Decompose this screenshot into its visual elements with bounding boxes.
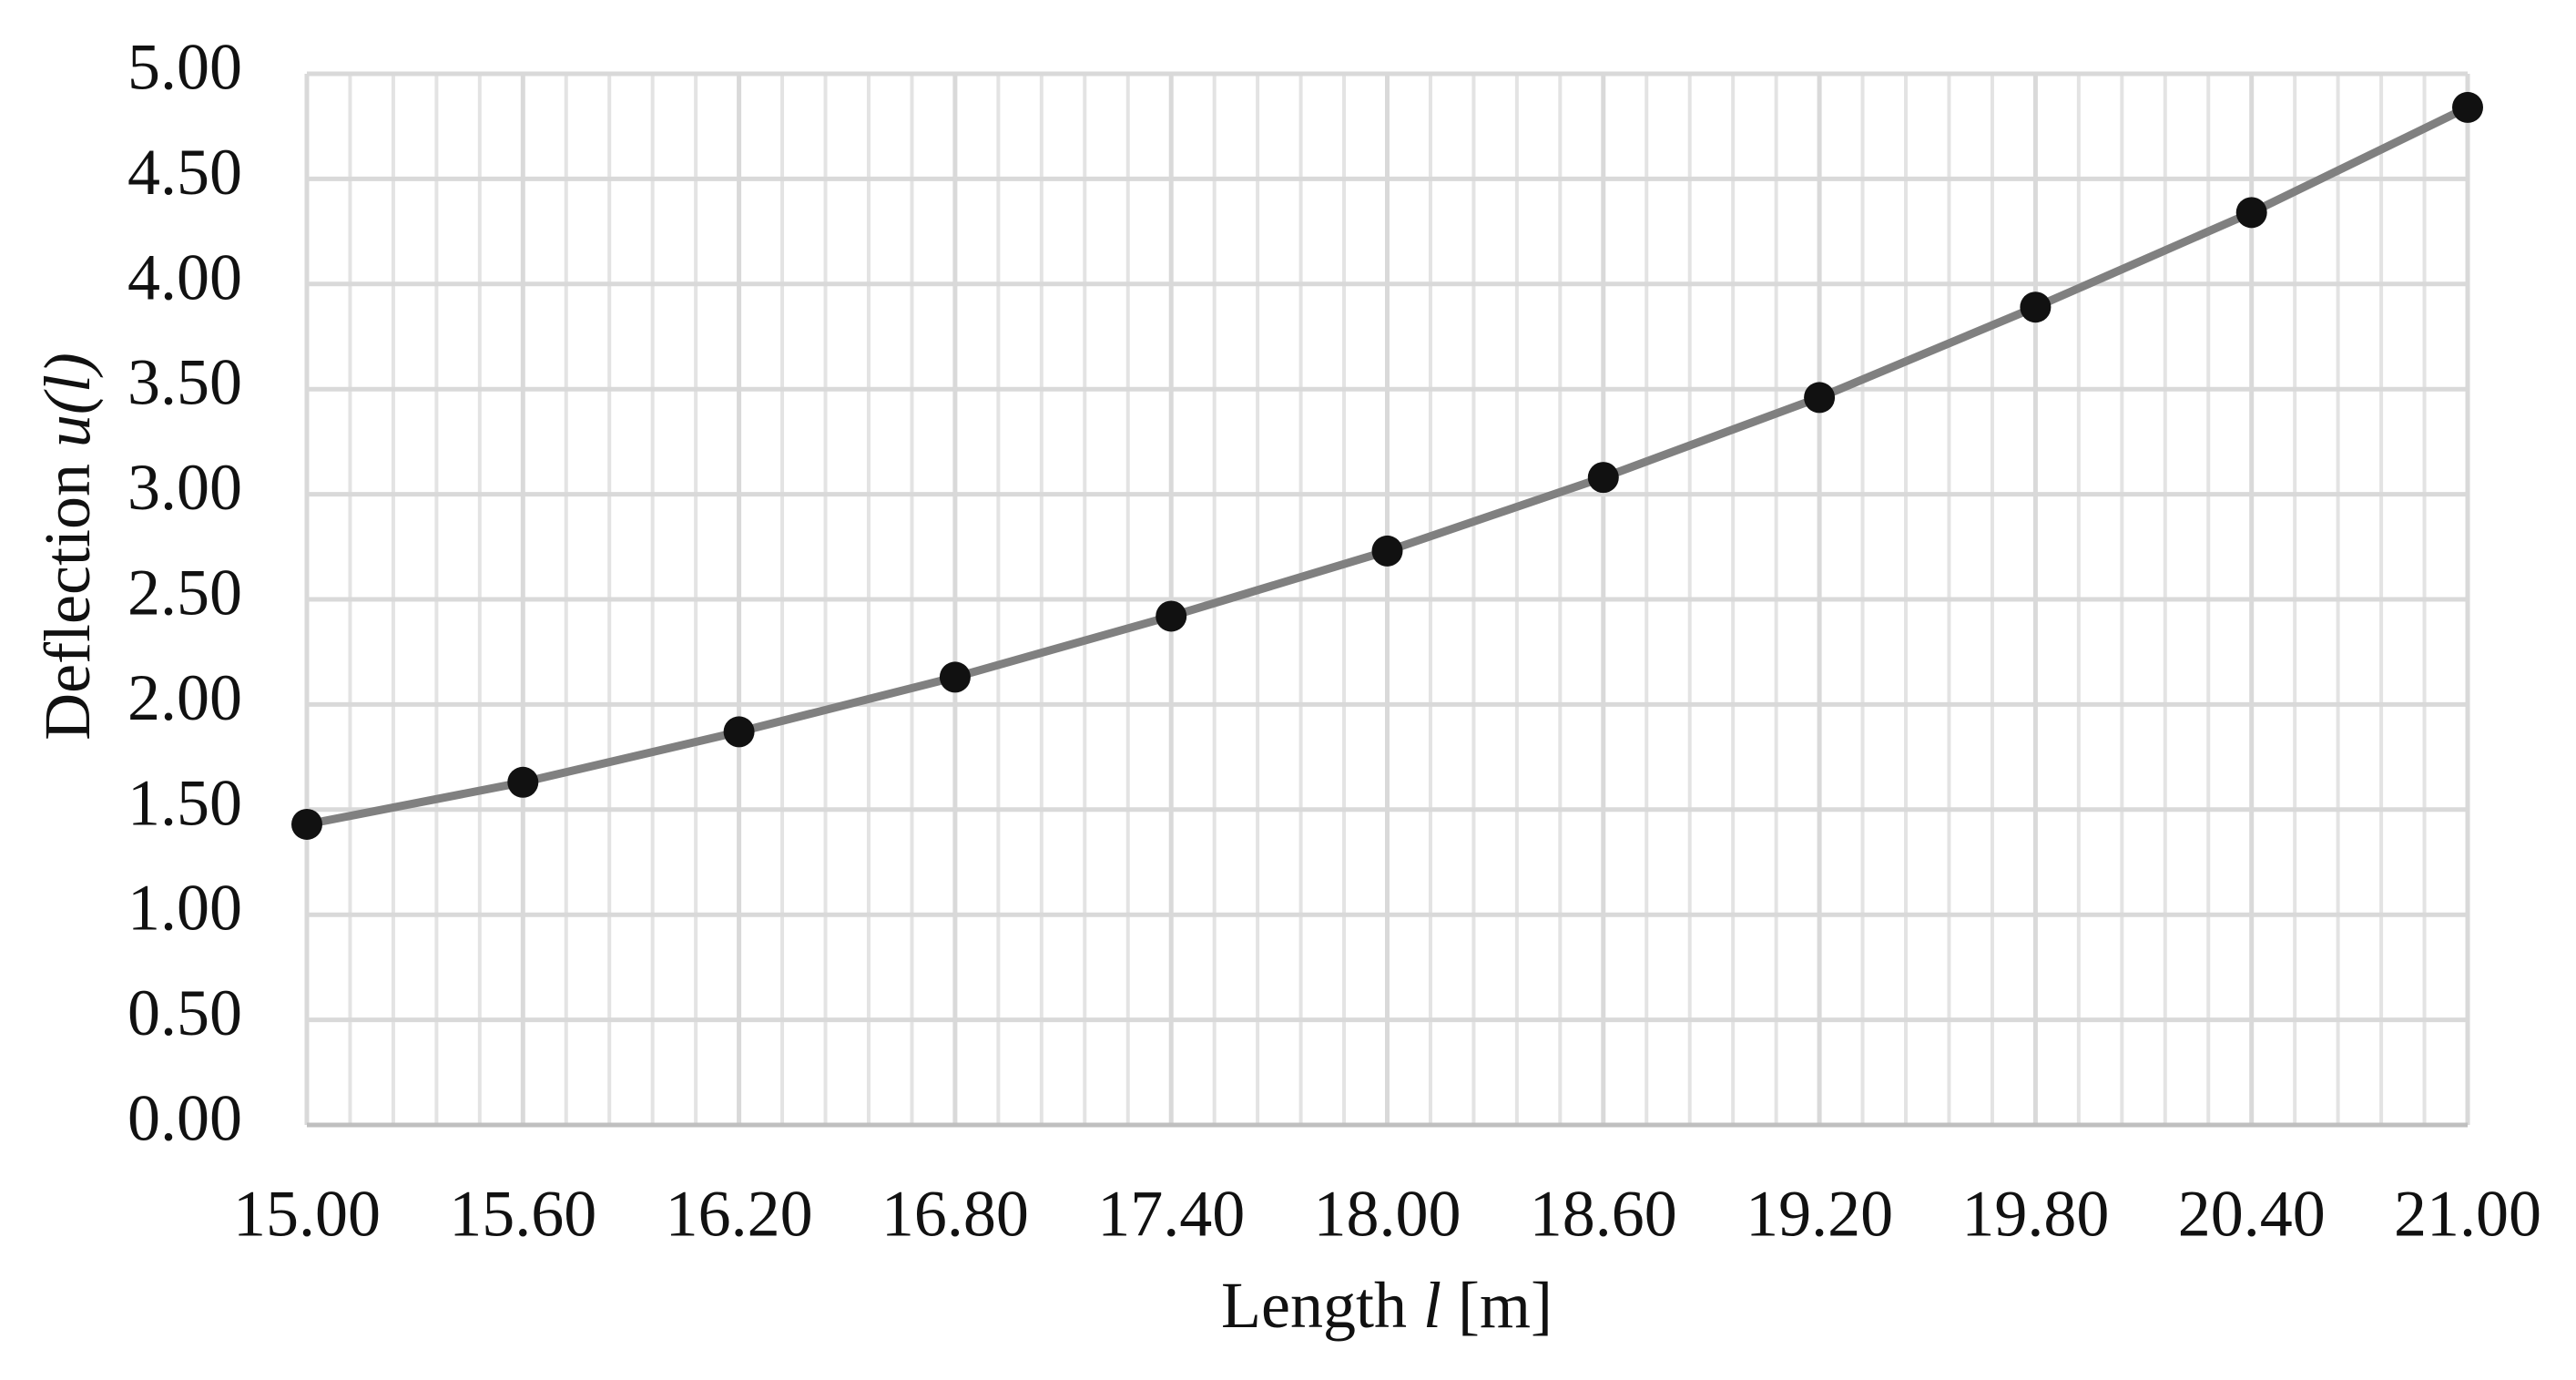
x-tick-label: 18.00 bbox=[1314, 1178, 1461, 1251]
y-tick-label: 4.00 bbox=[127, 240, 242, 313]
axis-label-part: Length bbox=[1221, 1269, 1423, 1342]
x-tick-label: 16.20 bbox=[666, 1178, 813, 1251]
x-tick-label: 19.20 bbox=[1746, 1178, 1893, 1251]
y-axis-label: Deflection u(l) bbox=[31, 353, 104, 741]
x-tick-label: 15.60 bbox=[449, 1178, 596, 1251]
x-tick-label: 21.00 bbox=[2394, 1178, 2541, 1251]
data-point bbox=[723, 716, 755, 748]
x-tick-label: 17.40 bbox=[1097, 1178, 1245, 1251]
y-tick-label: 0.50 bbox=[127, 976, 242, 1049]
x-tick-label: 20.40 bbox=[2178, 1178, 2326, 1251]
data-point bbox=[291, 808, 322, 840]
data-point bbox=[2020, 291, 2052, 323]
x-tick-label: 15.00 bbox=[233, 1178, 381, 1251]
data-point bbox=[2452, 91, 2483, 123]
axis-label-part: l bbox=[1423, 1269, 1441, 1342]
data-point bbox=[1156, 600, 1187, 632]
data-point bbox=[1587, 462, 1619, 494]
x-axis-label: Length l [m] bbox=[1221, 1269, 1553, 1342]
axis-label-part: Deflection bbox=[31, 447, 104, 741]
y-tick-label: 2.50 bbox=[127, 557, 242, 629]
y-tick-label: 1.00 bbox=[127, 872, 242, 945]
data-point bbox=[1804, 382, 1836, 414]
grid bbox=[304, 71, 2470, 1128]
data-point bbox=[2235, 197, 2267, 229]
data-point bbox=[939, 661, 971, 693]
y-tick-label: 2.00 bbox=[127, 661, 242, 734]
y-tick-label: 3.00 bbox=[127, 451, 242, 524]
axis-label-part: [m] bbox=[1441, 1269, 1553, 1342]
data-point bbox=[507, 766, 539, 798]
y-tick-label: 1.50 bbox=[127, 766, 242, 839]
y-tick-label: 5.00 bbox=[127, 31, 242, 104]
marks bbox=[291, 91, 2483, 840]
axis-label-part: u(l) bbox=[31, 353, 104, 447]
y-tick-label: 3.50 bbox=[127, 346, 242, 419]
x-tick-label: 18.60 bbox=[1530, 1178, 1677, 1251]
x-tick-label: 19.80 bbox=[1961, 1178, 2109, 1251]
x-tick-label: 16.80 bbox=[881, 1178, 1029, 1251]
y-tick-label: 0.00 bbox=[127, 1082, 242, 1155]
ticks: 0.00 0.50 1.00 1.50 2.00 2.50 3.00 3.50 4.00 4.50… bbox=[127, 31, 2541, 1251]
data-point bbox=[1371, 535, 1403, 567]
y-tick-label: 4.50 bbox=[127, 136, 242, 209]
